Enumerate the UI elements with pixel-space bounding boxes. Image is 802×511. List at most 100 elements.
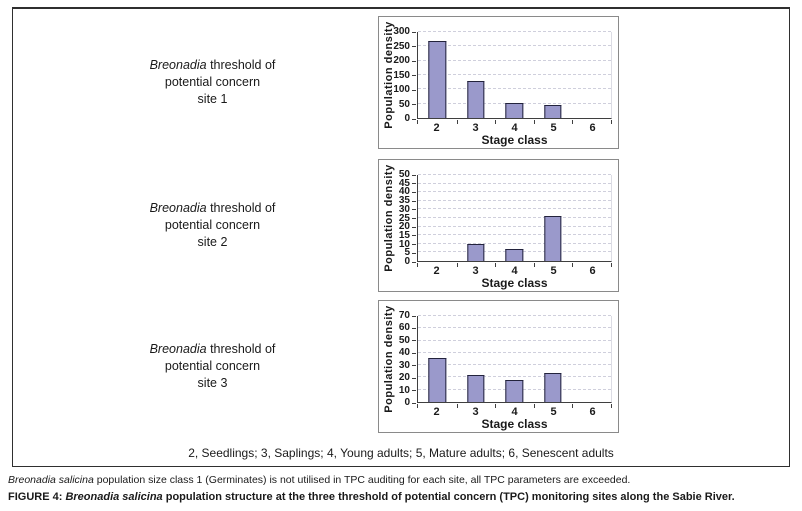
x-tick-label: 5	[550, 406, 557, 418]
x-axis-ticks: 2 3 4 5 6	[417, 406, 612, 418]
gridline	[418, 88, 611, 90]
figure-caption-label: FIGURE 4:	[8, 491, 66, 503]
bar-slot-4	[495, 175, 535, 267]
gridline	[418, 234, 611, 236]
x-axis-ticks: 2 3 4 5 6	[417, 265, 612, 277]
bar-slot-6	[572, 175, 612, 267]
y-tick-mark	[412, 174, 416, 176]
row-label-site-3: Breonadia threshold of potential concern…	[13, 300, 378, 433]
gridline	[418, 327, 611, 329]
stage-class-legend: 2, Seedlings; 3, Saplings; 4, Young adul…	[188, 446, 614, 460]
y-tick-label: 10	[379, 239, 416, 250]
gridline	[418, 31, 611, 32]
x-tick-label: 3	[472, 265, 479, 277]
bar-stage-2	[428, 357, 446, 402]
bar-stage-4	[505, 379, 524, 402]
gridline	[418, 315, 611, 316]
figure-caption-text: population structure at the three thresh…	[162, 491, 735, 503]
bar-slot-4	[495, 316, 535, 408]
plot-area	[417, 315, 612, 408]
y-tick-mark	[412, 340, 416, 342]
y-tick-label: 30	[379, 360, 416, 371]
x-axis-label: Stage class	[481, 133, 548, 147]
y-tick-mark	[412, 104, 416, 105]
bar-slot-6	[572, 32, 612, 124]
y-tick-label: 60	[379, 323, 416, 333]
plot-area	[417, 174, 612, 267]
gridline	[418, 225, 611, 227]
bar-stage-3	[467, 374, 485, 402]
x-tick-label: 4	[511, 122, 518, 134]
species-name: Breonadia salicina	[65, 491, 163, 503]
bar-stage-3	[467, 243, 485, 261]
row-label-text: threshold of	[206, 58, 276, 72]
y-tick-mark	[412, 365, 416, 367]
gridline	[418, 242, 611, 244]
x-tick-label: 4	[511, 265, 518, 277]
row-label-line-1: Breonadia threshold of	[150, 341, 276, 358]
bars-container	[417, 316, 612, 408]
x-tick-label: 6	[589, 122, 596, 134]
bar-stage-4	[505, 248, 524, 261]
y-tick-label: 250	[379, 41, 416, 52]
y-tick-label: 150	[379, 70, 416, 81]
x-tick-label: 3	[472, 122, 479, 134]
row-label-line-3: site 1	[197, 92, 228, 106]
row-label-line-2: potential concern	[164, 218, 261, 232]
x-axis-ticks: 2 3 4 5 6	[417, 122, 612, 134]
bar-slot-3	[457, 175, 496, 267]
y-tick-label: 50	[379, 170, 416, 180]
plot-area	[417, 31, 612, 124]
x-tick-label: 4	[511, 406, 518, 418]
figure-caption: FIGURE 4: Breonadia salicina population …	[8, 491, 735, 504]
gridline	[418, 174, 611, 175]
chart-row-site-1: Breonadia threshold of potential concern…	[13, 16, 789, 149]
gridline	[418, 339, 611, 341]
x-axis-label: Stage class	[481, 417, 548, 431]
row-label-text: threshold of	[206, 342, 276, 356]
gridline	[418, 217, 611, 218]
y-tick-mark	[412, 218, 416, 219]
y-tick-label: 100	[379, 85, 416, 95]
bar-slot-3	[457, 32, 496, 124]
y-tick-label: 0	[379, 257, 416, 267]
y-tick-mark	[412, 118, 416, 120]
row-label-site-1: Breonadia threshold of potential concern…	[13, 16, 378, 149]
y-tick-label: 30	[379, 204, 416, 215]
y-tick-mark	[412, 235, 416, 237]
gridline	[418, 182, 611, 184]
chart-row-site-3: Breonadia threshold of potential concern…	[13, 300, 789, 433]
y-tick-mark	[412, 377, 416, 379]
species-name: Breonadia	[149, 342, 207, 356]
gridline	[418, 59, 611, 61]
chart-row-site-2: Breonadia threshold of potential concern…	[13, 159, 789, 292]
y-tick-mark	[412, 209, 416, 211]
gridline	[418, 74, 611, 75]
gridline	[418, 199, 611, 201]
row-label-text: threshold of	[206, 201, 276, 215]
species-name: Breonadia	[149, 201, 207, 215]
y-tick-label: 40	[379, 348, 416, 358]
x-tick-label: 2	[433, 265, 440, 277]
footnote-text: population size class 1 (Germinates) is …	[93, 474, 631, 486]
y-tick-mark	[412, 327, 416, 329]
y-tick-mark	[412, 89, 416, 91]
y-tick-mark	[412, 390, 416, 392]
bars-container	[417, 32, 612, 124]
row-label-site-2: Breonadia threshold of potential concern…	[13, 159, 378, 292]
x-tick-label: 6	[589, 406, 596, 418]
y-tick-mark	[412, 60, 416, 62]
y-tick-label: 0	[379, 114, 416, 124]
x-axis-label: Stage class	[481, 276, 548, 290]
y-tick-mark	[412, 252, 416, 254]
footnote: Breonadia salicina population size class…	[8, 474, 630, 486]
bar-slot-3	[457, 316, 496, 408]
y-axis-ticks: 0 50 100 150 200 250 300	[379, 27, 416, 124]
row-label-line-3: site 3	[197, 376, 228, 390]
species-name: Breonadia	[149, 58, 207, 72]
x-tick-label: 5	[550, 122, 557, 134]
y-tick-label: 300	[379, 27, 416, 37]
